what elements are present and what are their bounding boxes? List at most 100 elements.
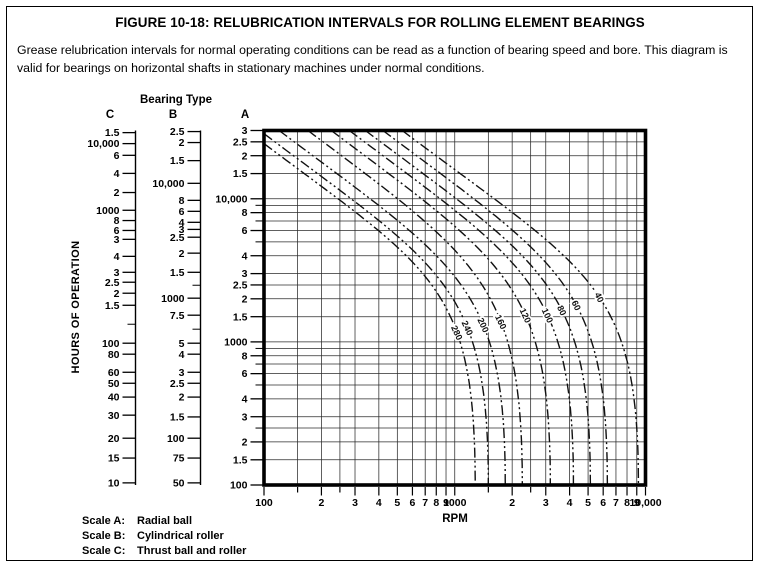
x-axis-tick-label: 7 — [422, 497, 428, 509]
bore-curve-160 — [307, 129, 523, 485]
scale-c-tick-label: 2 — [114, 187, 120, 199]
scale-c-tick-label: 3 — [114, 267, 120, 279]
legend-key-scale-c: Scale C: — [82, 545, 126, 558]
scale-a-tick-label: 2 — [242, 437, 248, 449]
legend-value-scale-c: Thrust ball and roller — [137, 545, 247, 558]
scale-c-tick-label: 100 — [102, 338, 120, 350]
x-axis-tick-label: 6 — [410, 497, 416, 509]
scale-c: 1.510,0006421000863432.521.5100806050403… — [87, 127, 137, 489]
scale-a-tick-label: 6 — [242, 368, 248, 380]
bore-curve-label-group: 80 — [553, 302, 570, 319]
scale-a-tick-label: 1.5 — [233, 168, 248, 180]
x-axis-tick-label: 4 — [376, 497, 382, 509]
scale-b-tick-label: 6 — [179, 206, 185, 218]
x-axis-tick-label: 3 — [543, 497, 549, 509]
x-axis-title: RPM — [442, 513, 468, 525]
scale-c-tick-label: 10,000 — [87, 138, 119, 150]
bore-curve-240 — [263, 133, 489, 485]
scale-b-tick-label: 75 — [173, 453, 185, 465]
x-axis-tick-label: 8 — [624, 497, 630, 509]
scale-c-tick-label: 30 — [108, 410, 120, 422]
scale-b-tick-label: 4 — [179, 217, 185, 229]
legend-key-scale-b: Scale B: — [82, 530, 126, 543]
legend-row-scale-c: Scale C: Thrust ball and roller — [82, 544, 246, 559]
bore-curve-label: 40 — [593, 291, 606, 304]
scale-c-tick-label: 40 — [108, 392, 120, 404]
legend-row-scale-a: Scale A: Radial ball — [82, 514, 246, 529]
x-axis-tick-label: 10,000 — [629, 497, 661, 509]
bore-curve-100 — [348, 129, 575, 485]
scale-b-tick-label: 1.5 — [170, 267, 185, 279]
bore-curve-label-group: 160 — [491, 311, 510, 332]
bore-curves — [263, 129, 640, 486]
scale-a-tick-label: 4 — [242, 250, 248, 262]
scale-a-tick-label: 3 — [242, 411, 248, 423]
legend-key-scale-a: Scale A: — [82, 515, 126, 527]
scale-b-tick-label: 2.5 — [170, 232, 185, 244]
scale-b-tick-label: 4 — [179, 349, 185, 361]
x-axis-tick-label: 7 — [613, 497, 619, 509]
legend-row-scale-b: Scale B: Cylindrical roller — [82, 529, 246, 544]
legend-value-scale-a: Radial ball — [137, 515, 193, 527]
bore-curve-280 — [263, 143, 476, 485]
x-axis-tick-label: 100 — [255, 497, 273, 509]
scale-c-tick-label: 20 — [108, 433, 120, 445]
scale-b-tick-label: 50 — [173, 477, 185, 489]
scale-b-tick-label: 1000 — [161, 293, 185, 305]
scale-b-tick-label: 2.5 — [170, 378, 185, 390]
bore-curve-label: 60 — [570, 299, 583, 312]
scale-c-tick-label: 15 — [108, 453, 120, 465]
scale-b-tick-label: 2 — [179, 392, 185, 404]
x-axis-tick-label: 3 — [352, 497, 358, 509]
scale-b-tick-label: 5 — [179, 338, 185, 350]
x-axis-tick-label: 9 — [443, 497, 449, 509]
scale-legend: Scale A: Radial ball Scale B: Cylindrical … — [82, 514, 246, 560]
scale-c-tick-label: 2.5 — [105, 277, 120, 289]
scale-c-tick-label: 4 — [114, 168, 120, 180]
scale-b: 2.521.510,00086432.521.510007.55432.521.… — [152, 126, 202, 489]
scale-a-tick-label: 1.5 — [233, 311, 248, 323]
scale-b-tick-label: 1.5 — [170, 412, 185, 424]
figure-border — [6, 6, 753, 561]
plot-border — [262, 128, 648, 487]
scale-c-tick-label: 8 — [114, 215, 120, 227]
scale-b-tick-label: 8 — [179, 195, 185, 207]
scale-a-tick-label: 8 — [242, 207, 248, 219]
scale-a-tick-label: 8 — [242, 350, 248, 362]
x-axis-tick-label: 5 — [585, 497, 591, 509]
scale-a-tick-label: 2 — [242, 150, 248, 162]
x-axis-tick-label: 2 — [509, 497, 515, 509]
bore-curve-200 — [278, 129, 506, 486]
scale-a-tick-label: 4 — [242, 393, 248, 405]
x-axis-tick-label: 5 — [394, 497, 400, 509]
x-axis-tick-label: 9 — [634, 497, 640, 509]
scale-b-tick-label: 3 — [179, 367, 185, 379]
scale-a-tick-label: 2.5 — [233, 280, 248, 292]
scale-a-tick-label: 6 — [242, 225, 248, 237]
x-axis-tick-label: 2 — [318, 497, 324, 509]
scale-c-tick-label: 6 — [114, 225, 120, 237]
bore-curve-120 — [330, 129, 551, 485]
scale-b-tick-label: 3 — [179, 224, 185, 236]
scale-c-tick-label: 50 — [108, 378, 120, 390]
scale-c-tick-label: 1.5 — [105, 300, 120, 312]
grid — [263, 130, 646, 486]
bore-curve-label-group: 40 — [591, 289, 608, 306]
x-axis-tick-label: 4 — [567, 497, 573, 509]
scale-b-tick-label: 100 — [167, 433, 185, 445]
bearing-type-header: Bearing Type — [140, 94, 212, 106]
x-axis-tick-label: 8 — [433, 497, 439, 509]
scale-c-letter: C — [105, 109, 115, 121]
figure-description: Grease relubrication intervals for norma… — [17, 43, 728, 75]
bore-curve-label-group: 60 — [568, 297, 585, 314]
scale-a-tick-label: 1000 — [224, 336, 248, 348]
scale-a-tick-label: 3 — [242, 268, 248, 280]
bore-curve-label: 160 — [493, 313, 508, 331]
bore-curve-80 — [364, 129, 592, 486]
legend-value-scale-b: Cylindrical roller — [137, 530, 224, 543]
scale-a-letter: A — [240, 109, 250, 121]
